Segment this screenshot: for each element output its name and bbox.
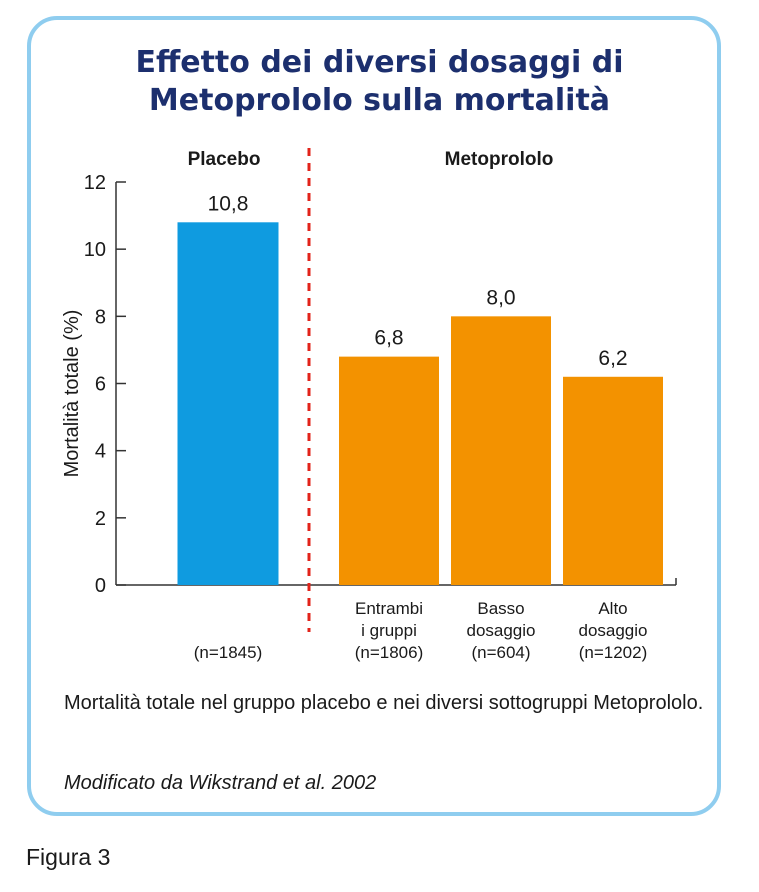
- x-category-label: (n=1202): [579, 643, 648, 662]
- figure-source: Modificato da Wikstrand et al. 2002: [64, 772, 377, 794]
- bar-value-label: 8,0: [486, 286, 515, 309]
- x-category-label: i gruppi: [361, 621, 417, 640]
- x-category-label: dosaggio: [466, 621, 535, 640]
- group-label-metoprololo: Metoprololo: [445, 149, 554, 170]
- x-category-label: (n=1806): [355, 643, 424, 662]
- bar-value-label: 6,8: [374, 327, 403, 350]
- y-tick-label: 4: [95, 441, 106, 463]
- bar: [177, 222, 279, 586]
- y-tick-label: 10: [84, 239, 106, 261]
- x-category-label: Alto: [598, 599, 627, 618]
- bar: [451, 316, 551, 585]
- group-label-placebo: Placebo: [188, 149, 261, 170]
- bar: [563, 376, 663, 585]
- bar-value-label: 6,2: [598, 347, 627, 370]
- y-tick-label: 6: [95, 374, 106, 396]
- y-tick-label: 12: [84, 172, 106, 194]
- x-category-label: (n=1845): [194, 643, 263, 662]
- y-axis-label: Mortalità totale (%): [61, 310, 83, 478]
- x-category-label: (n=604): [471, 643, 530, 662]
- y-tick-label: 8: [95, 306, 106, 328]
- y-tick-label: 2: [95, 508, 106, 530]
- figure-caption: Mortalità totale nel gruppo placebo e ne…: [64, 692, 704, 714]
- chart-title-line-1: Effetto dei diversi dosaggi di: [135, 45, 624, 80]
- figure-label: Figura 3: [26, 844, 111, 870]
- x-category-label: dosaggio: [578, 621, 647, 640]
- y-tick-label: 0: [95, 575, 106, 597]
- chart-title: Effetto dei diversi dosaggi di Metoprolo…: [0, 44, 759, 120]
- chart-title-line-2: Metoprololo sulla mortalità: [148, 83, 611, 118]
- bar-value-label: 10,8: [208, 192, 249, 215]
- bar: [339, 356, 439, 585]
- x-category-label: Basso: [477, 599, 524, 618]
- x-category-label: Entrambi: [355, 599, 423, 618]
